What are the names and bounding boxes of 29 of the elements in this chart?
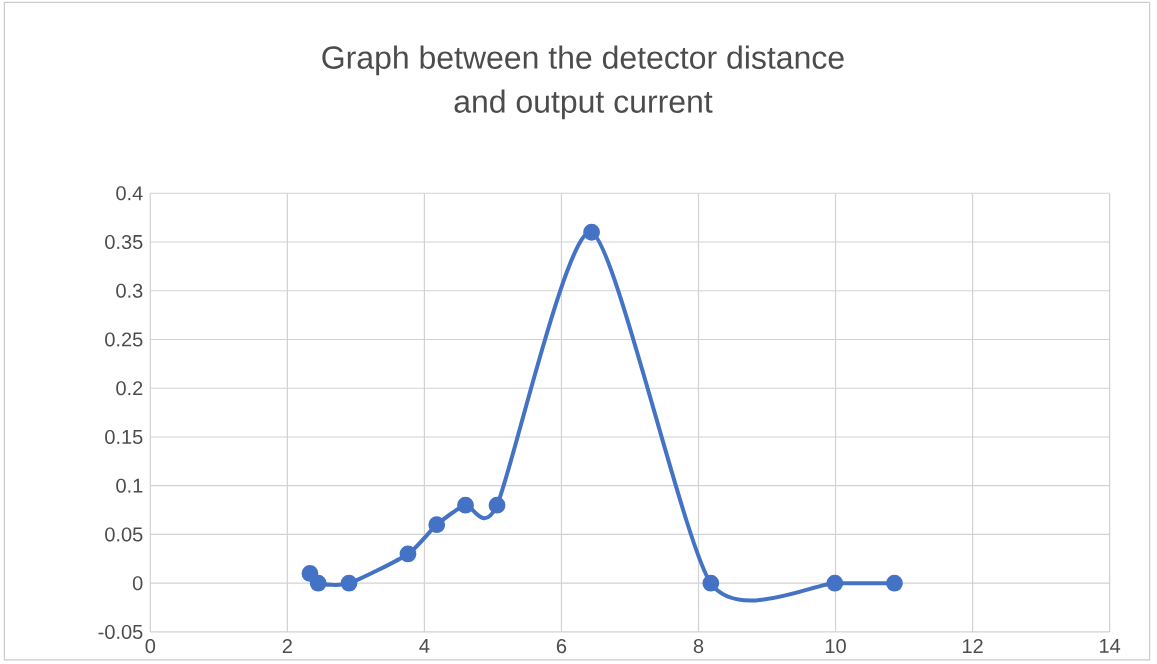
x-tick-label: 12 xyxy=(963,638,983,653)
y-tick-label: 0.25 xyxy=(105,332,143,347)
y-tick-label: 0.35 xyxy=(105,234,143,249)
point xyxy=(826,574,844,592)
point xyxy=(399,545,417,563)
x-tick-label: 8 xyxy=(693,638,704,653)
y-tick-label: 0.15 xyxy=(105,429,143,444)
chart-title: Graph between the detector distance and output current xyxy=(322,45,844,120)
x-tick-label: 6 xyxy=(556,638,567,653)
point xyxy=(886,574,903,592)
point xyxy=(488,496,506,514)
point xyxy=(583,223,600,241)
y-tick-label: 0.4 xyxy=(116,186,143,201)
point xyxy=(457,496,474,514)
x-tick-label: 2 xyxy=(282,638,292,653)
x-tick-label: 0 xyxy=(145,638,156,653)
y-tick-label: 0.3 xyxy=(116,283,143,298)
y-tick-label: 0.1 xyxy=(116,478,143,493)
y-tick-label: 0 xyxy=(132,575,143,591)
x-tick-label: 10 xyxy=(825,638,846,653)
y-tick-label: 0.2 xyxy=(116,381,143,396)
point xyxy=(309,574,327,592)
point xyxy=(340,574,358,592)
point xyxy=(702,574,720,592)
y-tick-label: 0.05 xyxy=(105,527,143,542)
y-tick-label: -0.05 xyxy=(98,624,143,639)
point xyxy=(428,516,446,533)
x-tick-label: 14 xyxy=(1100,638,1121,653)
x-tick-label: 4 xyxy=(419,638,430,653)
